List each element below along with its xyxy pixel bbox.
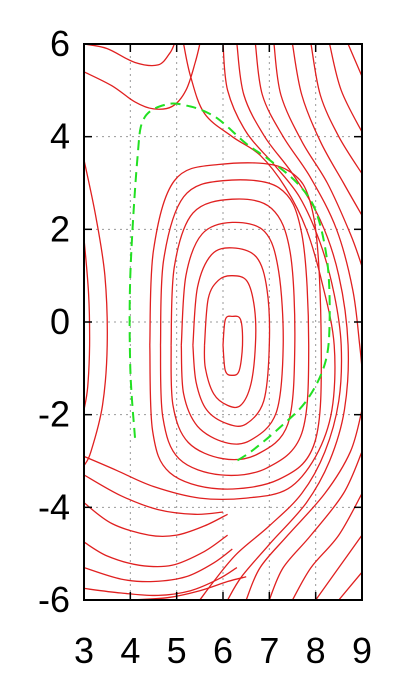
contour-line: [84, 474, 224, 515]
contour-line: [149, 162, 322, 490]
contour-line: [315, 534, 362, 600]
contour-line: [338, 571, 362, 600]
contour-line: [84, 44, 201, 110]
contour-line: [268, 451, 362, 600]
contour-line: [222, 315, 244, 376]
x-tick-label: 6: [213, 630, 233, 671]
y-tick-labels: 6 4 2 0 -2 -4 -6: [38, 23, 70, 620]
contour-line: [170, 198, 296, 461]
contour-line: [84, 44, 175, 67]
y-tick-label: 4: [50, 116, 70, 157]
contour-line: [227, 44, 350, 600]
contour-line: [84, 159, 108, 466]
x-tick-label: 4: [120, 630, 140, 671]
contour-line: [84, 44, 336, 501]
y-tick-label: -2: [38, 394, 70, 435]
contour-line: [254, 44, 362, 369]
contour-line: [159, 179, 310, 477]
contour-lines: [84, 44, 362, 600]
contour-line: [291, 493, 362, 600]
contour-line: [84, 502, 228, 538]
contour-line: [84, 238, 91, 411]
x-tick-label: 9: [352, 630, 372, 671]
contour-line: [203, 275, 257, 409]
contour-line: [291, 44, 362, 216]
y-tick-label: 6: [50, 23, 70, 64]
y-tick-label: -4: [38, 486, 70, 527]
contour-line: [310, 44, 362, 175]
contour-line: [328, 44, 362, 133]
contour-line: [192, 247, 271, 427]
contour-line: [347, 44, 362, 77]
tick-marks: [83, 43, 363, 601]
contour-line: [199, 44, 343, 600]
y-tick-label: 2: [50, 208, 70, 249]
x-tick-label: 8: [306, 630, 326, 671]
contour-line: [84, 567, 238, 597]
y-tick-label: -6: [38, 579, 70, 620]
contour-line: [130, 576, 247, 600]
x-tick-label: 7: [259, 630, 279, 671]
contour-line: [84, 534, 228, 568]
y-tick-label: 0: [50, 301, 70, 342]
boundary-dashed-curve: [128, 102, 331, 465]
contour-line: [273, 44, 362, 267]
contour-line: [84, 548, 233, 583]
contour-line: [245, 409, 362, 600]
x-tick-label: 3: [74, 630, 94, 671]
contour-line: [180, 221, 284, 445]
x-tick-label: 5: [167, 630, 187, 671]
